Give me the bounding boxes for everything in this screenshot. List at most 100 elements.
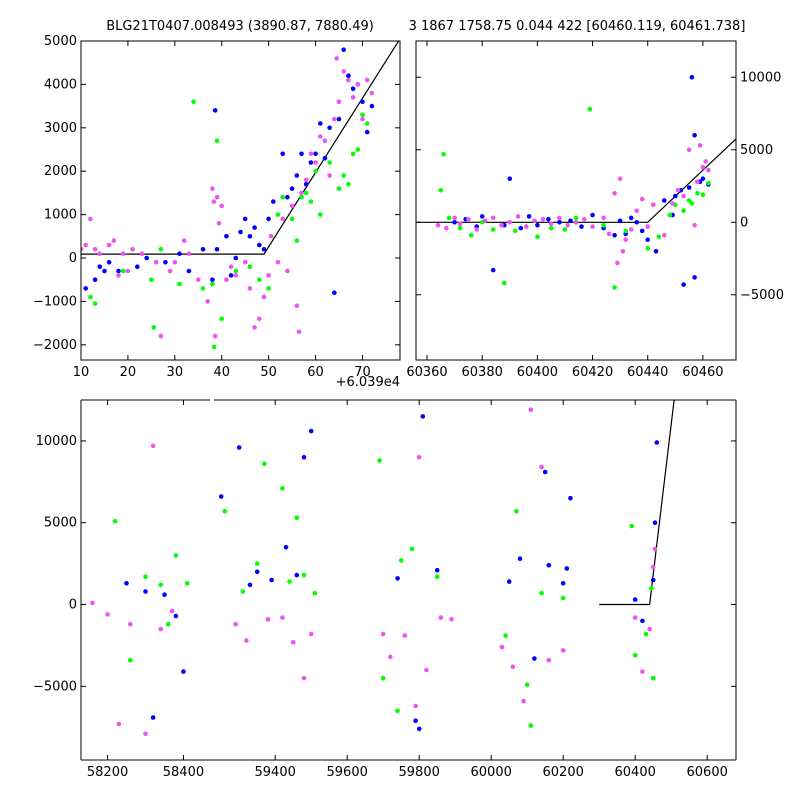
data-point-blue bbox=[106, 260, 112, 265]
data-point-magenta bbox=[662, 233, 667, 238]
data-point-green bbox=[346, 181, 351, 187]
data-point-blue bbox=[289, 186, 295, 191]
data-point-blue bbox=[653, 249, 659, 254]
data-point-green bbox=[686, 198, 692, 203]
data-point-magenta bbox=[308, 151, 314, 157]
data-point-blue bbox=[542, 469, 548, 475]
plot-area bbox=[416, 75, 736, 290]
data-point-green bbox=[681, 208, 686, 213]
data-point-green bbox=[629, 523, 634, 529]
data-point-magenta bbox=[532, 218, 537, 224]
data-point-green bbox=[587, 106, 593, 112]
data-point-green bbox=[313, 168, 318, 174]
data-point-magenta bbox=[540, 217, 546, 222]
data-point-green bbox=[438, 188, 444, 193]
data-point-green bbox=[689, 201, 695, 206]
data-point-blue bbox=[322, 155, 328, 161]
data-point-magenta bbox=[92, 247, 98, 252]
data-point-magenta bbox=[303, 177, 309, 183]
model-line bbox=[416, 138, 736, 223]
data-point-green bbox=[210, 281, 215, 287]
data-point-magenta bbox=[546, 657, 552, 663]
data-point-magenta bbox=[413, 703, 418, 709]
data-point-blue bbox=[308, 428, 314, 434]
data-point-magenta bbox=[539, 464, 544, 470]
data-point-green bbox=[128, 657, 133, 663]
data-point-blue bbox=[266, 216, 271, 222]
data-point-magenta bbox=[639, 196, 645, 202]
data-point-blue bbox=[546, 217, 551, 222]
data-point-blue bbox=[143, 589, 148, 594]
data-point-magenta bbox=[369, 90, 375, 96]
data-point-blue bbox=[579, 224, 584, 229]
data-point-blue bbox=[650, 577, 656, 583]
x-offset-label: +6.039e4 bbox=[336, 375, 400, 390]
data-point-blue bbox=[518, 225, 524, 231]
data-point-blue bbox=[634, 220, 639, 225]
data-point-green bbox=[667, 212, 673, 218]
data-point-magenta bbox=[158, 626, 163, 632]
data-point-blue bbox=[490, 267, 496, 273]
data-point-magenta bbox=[590, 224, 595, 229]
data-point-blue bbox=[327, 125, 332, 131]
data-point-green bbox=[649, 585, 654, 591]
data-point-magenta bbox=[212, 333, 218, 339]
data-point-blue bbox=[639, 228, 645, 234]
data-point-green bbox=[287, 579, 292, 584]
data-point-magenta bbox=[318, 134, 323, 139]
data-point-magenta bbox=[257, 316, 262, 322]
data-point-green bbox=[380, 675, 386, 681]
data-point-magenta bbox=[130, 247, 135, 252]
data-point-blue bbox=[252, 225, 257, 230]
data-point-magenta bbox=[435, 222, 441, 228]
data-point-magenta bbox=[573, 220, 579, 225]
x-tick-label: 50 bbox=[260, 365, 277, 380]
data-point-blue bbox=[640, 618, 645, 624]
data-point-green bbox=[312, 590, 318, 596]
data-point-green bbox=[280, 194, 286, 200]
data-point-green bbox=[289, 216, 295, 222]
data-point-blue bbox=[150, 715, 156, 720]
y-tick-label: 2000 bbox=[44, 164, 77, 179]
data-point-magenta bbox=[601, 215, 606, 221]
data-point-blue bbox=[350, 86, 356, 91]
data-point-blue bbox=[506, 579, 512, 584]
plot-frame bbox=[80, 40, 401, 361]
data-point-blue bbox=[214, 247, 220, 252]
data-point-blue bbox=[557, 220, 562, 225]
data-point-magenta bbox=[332, 116, 337, 122]
data-point-blue bbox=[617, 218, 623, 224]
data-point-magenta bbox=[233, 273, 239, 278]
chart-layer: 10 20 30 40 50 60 70 −2000 −1000 0 1000 2000 3000 400… bbox=[33, 34, 784, 780]
data-point-magenta bbox=[507, 220, 513, 225]
y-tick-label: 0 bbox=[740, 215, 748, 230]
chart-top-left: 10 20 30 40 50 60 70 −2000 −1000 0 1000 2000 3000 400… bbox=[33, 34, 401, 380]
data-point-blue bbox=[395, 576, 400, 581]
plot-title-left: BLG21T0407.008493 (3890.87, 7880.49) bbox=[106, 19, 374, 34]
data-point-blue bbox=[102, 268, 107, 274]
data-point-blue bbox=[247, 234, 253, 239]
data-point-magenta bbox=[548, 221, 554, 226]
data-point-magenta bbox=[219, 203, 224, 209]
data-point-blue bbox=[673, 193, 678, 199]
data-point-green bbox=[149, 277, 154, 283]
data-point-magenta bbox=[557, 215, 562, 221]
data-point-green bbox=[539, 590, 544, 596]
data-point-green bbox=[112, 518, 118, 524]
data-point-blue bbox=[590, 212, 595, 218]
x-tick-label: 60000 bbox=[471, 765, 512, 780]
data-point-magenta bbox=[308, 631, 314, 637]
data-point-magenta bbox=[615, 260, 620, 266]
data-point-magenta bbox=[139, 251, 145, 256]
data-point-magenta bbox=[280, 615, 285, 620]
data-point-magenta bbox=[266, 273, 271, 278]
data-point-green bbox=[360, 112, 365, 118]
data-point-blue bbox=[700, 176, 706, 181]
data-point-green bbox=[612, 285, 617, 290]
data-point-magenta bbox=[700, 164, 706, 170]
data-point-blue bbox=[452, 220, 457, 225]
data-point-magenta bbox=[327, 173, 332, 178]
data-point-magenta bbox=[686, 147, 692, 153]
data-point-magenta bbox=[261, 294, 267, 300]
data-point-magenta bbox=[116, 721, 122, 727]
